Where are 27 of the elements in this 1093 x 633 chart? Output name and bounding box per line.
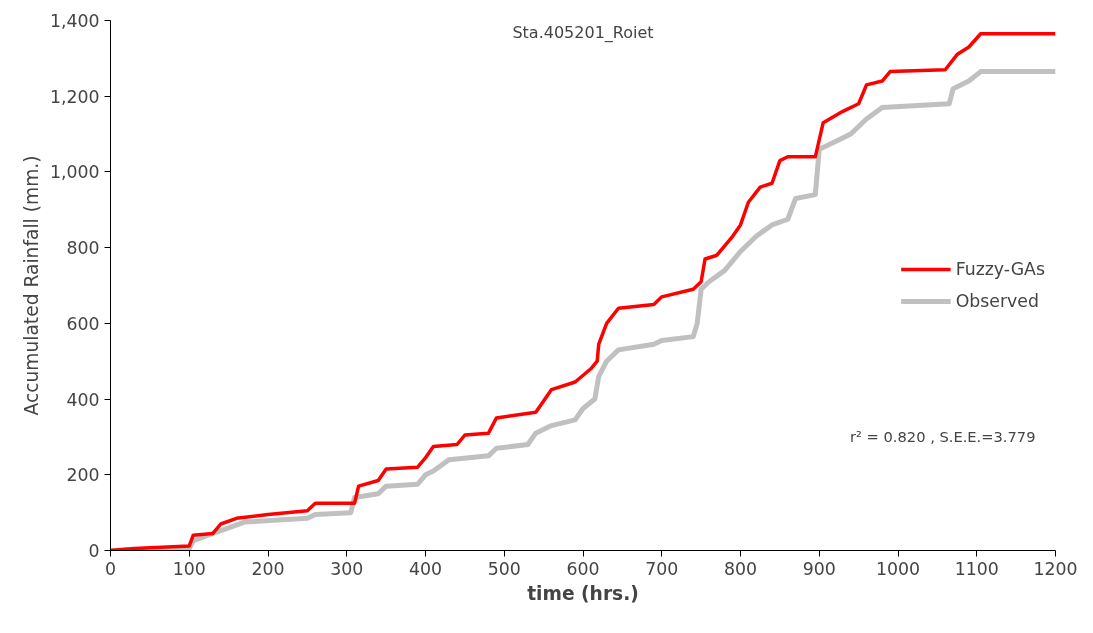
x-tick-label: 700 <box>645 558 679 579</box>
y-tick-label: 1,000 <box>49 162 100 183</box>
y-tick-label: 1,400 <box>49 11 100 31</box>
x-tick-label: 800 <box>723 558 758 579</box>
x-tick-label: 200 <box>251 558 285 579</box>
y-tick-label: 800 <box>66 238 100 259</box>
x-tick-label: 100 <box>172 558 206 579</box>
y-tick-label: 600 <box>66 313 100 334</box>
x-tick-label: 0 <box>104 558 117 579</box>
x-tick-label: 1200 <box>1033 558 1078 579</box>
x-tick-label: 900 <box>802 558 836 579</box>
chart-title: Sta.405201_Roiet <box>512 22 654 43</box>
legend-label: Fuzzy-GAs <box>955 259 1045 279</box>
x-tick-label: 300 <box>330 558 364 579</box>
x-tick-label: 500 <box>487 558 521 579</box>
y-tick-label: 0 <box>88 541 100 561</box>
legend-label: Observed <box>955 291 1040 311</box>
y-tick-label: 1,200 <box>49 86 100 107</box>
y-tick-label: 200 <box>66 465 100 486</box>
x-tick-label: 600 <box>566 558 600 579</box>
annotation: r² = 0.820 , S.E.E.=3.779 <box>850 427 1036 445</box>
x-axis-title: time (hrs.) <box>527 582 639 604</box>
y-tick-label: 400 <box>66 389 100 410</box>
x-tick-label: 1100 <box>954 558 999 579</box>
x-tick-label: 1000 <box>875 558 921 579</box>
x-tick-label: 400 <box>408 558 443 579</box>
y-axis-title: Accumulated Rainfall (mm.) <box>20 155 42 416</box>
